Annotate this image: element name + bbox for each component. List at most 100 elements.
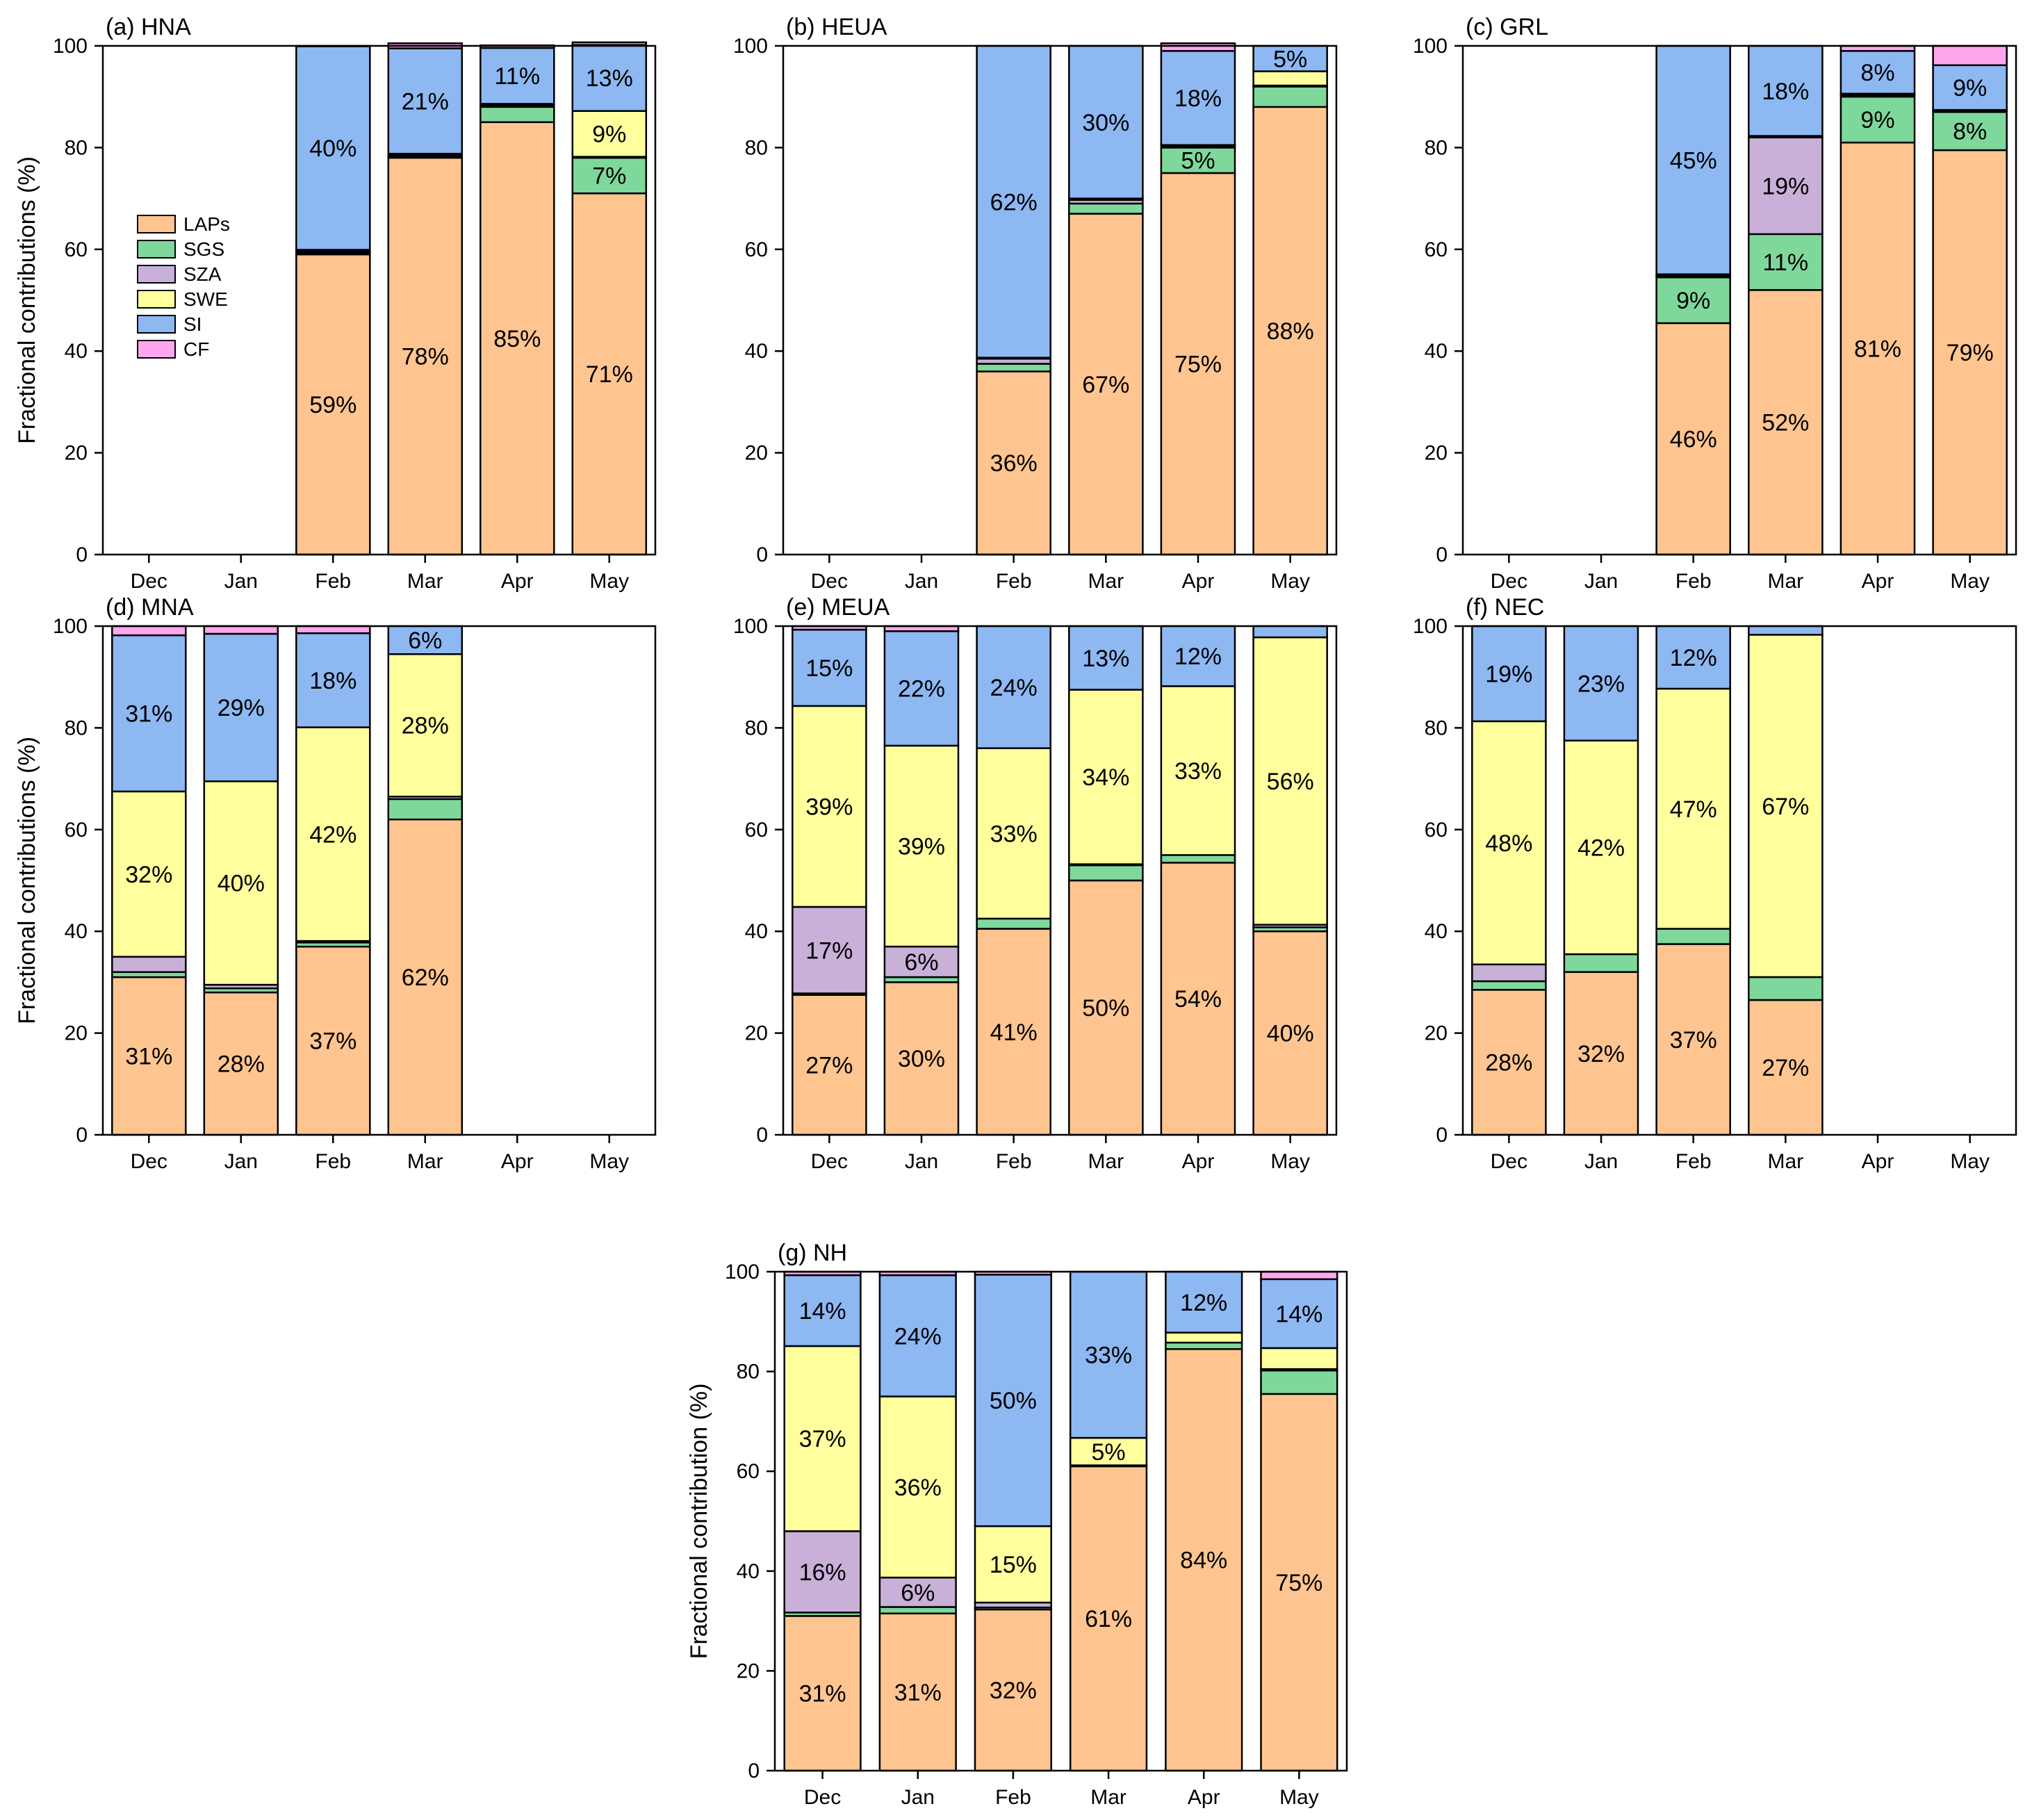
panel-title-mna: (d) MNA [106,594,194,621]
bar-meua-may-swe [1252,636,1328,926]
panel-meua: 27% 17% 39% 15% 30% 6% 39% 22% 41% 33% 24% 50% 34% 13… [733,594,1338,1173]
bar-hna-may-sgs [571,156,648,195]
legend-label-si: SI [183,313,202,335]
bar-grl-apr-si [1840,50,1916,95]
x-tick-label-nec: Feb [1675,1150,1712,1173]
data-label-heua-apr-sgs: 5% [1181,148,1215,174]
panel-nec: 28% 48% 19% 32% 42% 23% 37% 47% 12% 27% 67% 0 20 40 60… [1413,594,2017,1173]
y-tick-label-nh: 80 [737,1361,760,1384]
bar-heua-may-sgs [1252,85,1328,108]
y-tick-label-nec: 60 [1425,819,1448,842]
bar-mna-mar-si [387,625,464,655]
x-tick-label-heua: Mar [1088,570,1124,593]
y-tick-label-mna: 40 [65,920,88,943]
y-tick-label-hna: 60 [65,238,88,261]
panel-heua: 36% 62% 67% 30% 75% 5% 18% 88% 5% 0 20 40 60 80 100 Dec… [733,14,1338,593]
bar-hna-mar-si [387,47,464,155]
y-tick-label-nh: 60 [737,1460,760,1483]
bar-hna-apr-sgs [480,106,555,124]
bar-meua-feb-swe [976,747,1051,920]
panel-title-heua: (b) HEUA [786,14,887,40]
bar-mna-feb-laps [295,945,371,1136]
bar-heua-may-swe [1252,70,1328,87]
x-tick-label-hna: Jan [224,570,258,593]
x-tick-label-grl: Apr [1862,570,1894,593]
bar-hna-may-si [571,44,648,112]
y-tick-label-mna: 20 [65,1022,88,1045]
y-tick-label-grl: 100 [1413,35,1448,58]
bar-nh-may-sgs [1260,1369,1338,1395]
data-label-mna-dec-laps: 31% [125,1044,172,1070]
data-label-nh-feb-laps: 32% [990,1678,1037,1704]
x-tick-label-mna: Dec [131,1150,167,1173]
data-label-heua-may-laps: 88% [1267,318,1314,345]
panel-title-nec: (f) NEC [1466,594,1544,621]
bar-heua-mar-si [1068,44,1144,199]
bar-mna-jan-cf [203,625,279,635]
data-label-nh-apr-laps: 84% [1180,1548,1227,1574]
data-label-mna-feb-laps: 37% [309,1028,357,1055]
x-tick-label-hna: Feb [315,570,351,593]
data-label-meua-may-laps: 40% [1267,1021,1314,1047]
y-tick-label-hna: 20 [65,442,88,465]
y-tick-label-meua: 60 [745,819,768,842]
bar-meua-may-si [1252,625,1328,639]
bar-meua-dec-si [792,628,867,707]
data-label-nh-feb-swe: 15% [990,1552,1037,1578]
bar-meua-feb-sgs [976,917,1051,930]
axes-frame-nec [1461,625,2017,1136]
legend-label-cf: CF [183,338,209,360]
data-label-grl-mar-sgs: 11% [1763,249,1809,276]
y-tick-label-hna: 0 [76,543,88,566]
x-tick-label-nec: Dec [1491,1150,1527,1173]
data-label-mna-jan-laps: 28% [218,1051,265,1078]
bar-nh-mar-si [1069,1270,1148,1439]
data-label-meua-jan-swe: 39% [898,834,945,860]
data-label-hna-may-si: 13% [586,65,633,92]
data-label-meua-dec-swe: 39% [805,794,853,821]
x-tick-label-nec: May [1950,1150,1990,1173]
y-tick-label-mna: 0 [76,1124,88,1147]
bar-mna-feb-cf [295,625,371,634]
x-tick-label-heua: Dec [811,570,848,593]
x-tick-label-grl: Jan [1584,570,1618,593]
data-label-meua-apr-si: 12% [1174,643,1222,670]
bar-meua-mar-laps [1068,879,1144,1136]
bar-nh-apr-sgs [1165,1341,1243,1350]
data-label-hna-apr-si: 11% [495,63,541,90]
y-tick-label-meua: 100 [733,615,768,638]
legend-swatch-sgs [137,240,176,259]
data-label-hna-may-sgs: 7% [592,163,626,190]
bar-meua-mar-swe [1068,689,1144,865]
data-label-nh-mar-laps: 61% [1085,1606,1132,1632]
bar-nec-mar-laps [1748,999,1824,1136]
x-tick-label-nec: Apr [1862,1150,1894,1173]
y-tick-label-meua: 0 [756,1124,768,1147]
y-tick-label-hna: 40 [65,340,88,363]
bar-hna-may-cf [571,41,648,46]
x-tick-label-mna: Mar [407,1150,443,1173]
data-label-hna-mar-si: 21% [402,88,449,115]
axes-frame-grl [1461,44,2017,556]
x-tick-label-mna: Feb [315,1150,351,1173]
data-label-mna-mar-laps: 62% [402,965,449,991]
data-label-hna-apr-laps: 85% [493,326,541,352]
y-tick-label-nh: 0 [748,1760,760,1782]
x-tick-label-grl: May [1950,570,1990,593]
data-label-meua-jan-sza: 6% [904,949,938,976]
data-label-meua-jan-si: 22% [898,676,945,703]
x-tick-label-nh: Apr [1188,1786,1220,1809]
legend-label-sgs: SGS [183,238,224,260]
bar-nh-dec-sza [783,1530,862,1614]
data-label-nec-jan-laps: 32% [1578,1041,1625,1067]
y-tick-label-meua: 20 [745,1022,768,1045]
bar-nec-mar-sgs [1748,976,1824,1001]
bar-grl-mar-sza [1748,136,1824,236]
y-tick-label-meua: 80 [745,716,768,739]
bar-mna-feb-si [295,632,371,728]
bar-meua-apr-laps [1160,862,1236,1136]
bar-mna-dec-si [111,634,187,793]
x-tick-label-heua: Apr [1182,570,1215,593]
data-label-meua-feb-laps: 41% [990,1019,1038,1046]
y-tick-label-nh: 20 [737,1659,760,1682]
